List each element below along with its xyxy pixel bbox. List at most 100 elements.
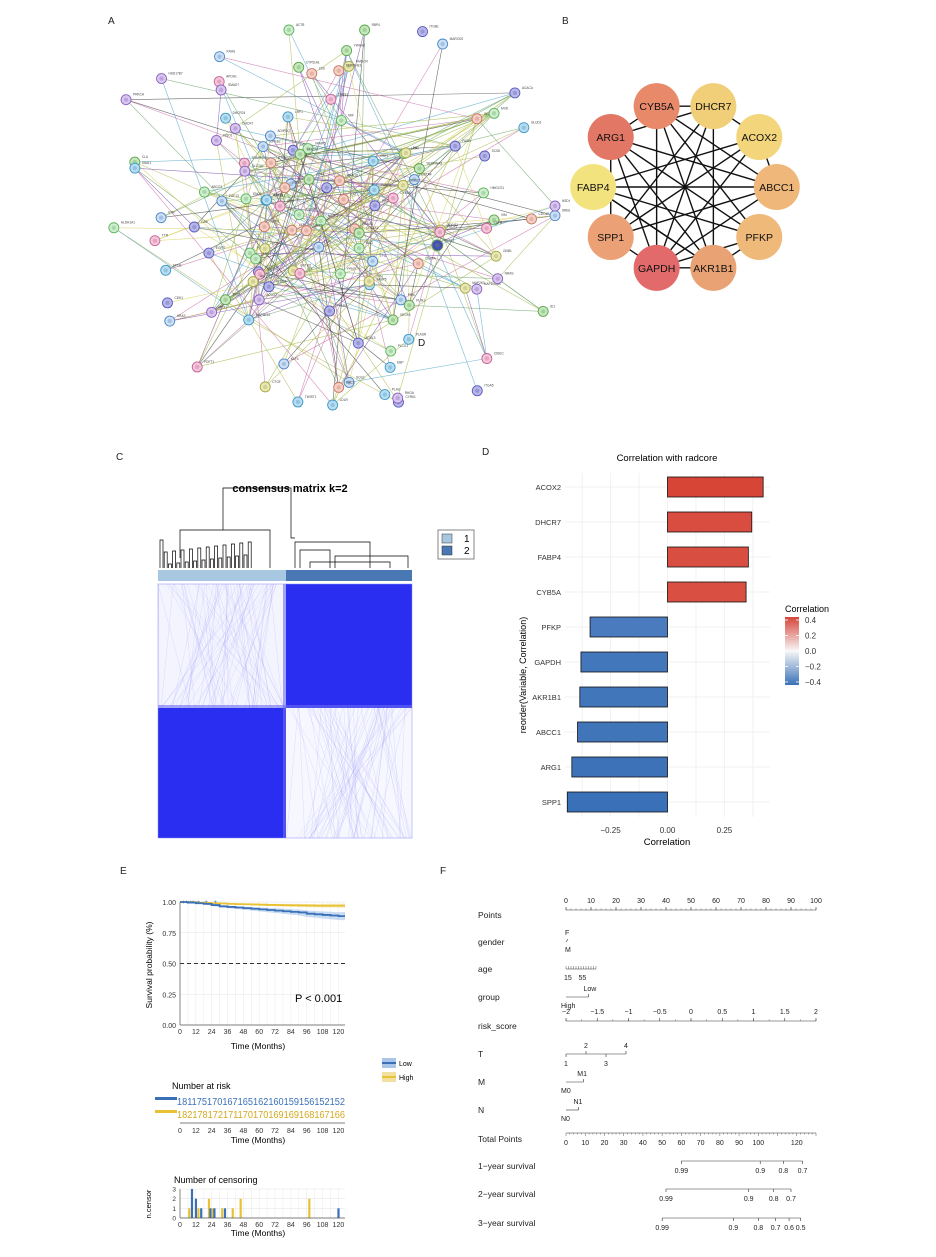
nomogram-row-label: age — [478, 964, 492, 974]
network-node: FGF13 — [216, 194, 239, 207]
network-node-label: TPI1 — [380, 254, 387, 258]
network-node-label: PPARG — [337, 304, 348, 308]
network-node: CA9 — [188, 220, 208, 233]
network-node-label: YWHAZ — [354, 44, 366, 48]
y-tick-label: 0.50 — [162, 962, 176, 969]
nomogram-row-label: M — [478, 1077, 485, 1087]
network-node-label: CTSK — [278, 156, 287, 160]
censor-x-tick-label: 84 — [287, 1222, 295, 1229]
svg-text:+: + — [182, 900, 186, 906]
network-node: HK2 — [369, 199, 388, 212]
censor-x-tick-label: 0 — [178, 1222, 182, 1229]
svg-text:ABCC1: ABCC1 — [759, 182, 794, 194]
network-node: IRS2 — [220, 293, 240, 306]
legend-low-label: Low — [399, 1061, 413, 1068]
censor-y-tick-label: 0 — [172, 1216, 176, 1223]
network-node: SERPINE1 — [333, 64, 362, 77]
network-node: ITGB1 — [417, 25, 439, 38]
total-tick-label: 10 — [581, 1140, 589, 1147]
hub-node-cyb5a: CYB5A — [633, 83, 680, 130]
censor-bar-high — [211, 1208, 215, 1218]
nomogram-row-label: 2−year survival — [478, 1189, 536, 1199]
t-level-3: 3 — [604, 1061, 608, 1068]
censor-y-tick-label: 2 — [172, 1196, 176, 1203]
scale-tick-label: 2 — [814, 1009, 818, 1016]
total-tick-label: 50 — [658, 1140, 666, 1147]
network-node: PRKCA — [120, 93, 145, 106]
censor-bar-high — [221, 1208, 224, 1218]
panel-letter-c: C — [116, 452, 124, 463]
censor-bar-high — [207, 1198, 211, 1218]
network-node-label: CD44 — [316, 172, 324, 176]
network-node: RRAGD — [334, 174, 359, 187]
svg-text:+: + — [196, 900, 200, 906]
censor-bar-low — [213, 1208, 216, 1218]
scale-tick-label: 1.5 — [780, 1009, 790, 1016]
x-tick-label: 12 — [192, 1029, 200, 1036]
network-node: TIMP1 — [261, 193, 283, 206]
network-node: SCD — [259, 242, 279, 255]
network-node-label: ACOX2 — [266, 293, 277, 297]
network-node: KRAS — [214, 50, 235, 63]
survival-curve-high — [180, 901, 345, 907]
network-node-label: CYP51A1 — [306, 60, 320, 64]
risk-x-tick-label: 96 — [303, 1128, 311, 1135]
network-node-label: HMGCS1 — [490, 186, 504, 190]
network-node-label: CTGF — [272, 380, 281, 384]
network-node-label: NSDHL — [562, 199, 570, 203]
network-node-label: NOTCH3 — [266, 265, 279, 269]
network-node-label: LRP1 — [295, 110, 303, 114]
network-node-label: IDH1 — [287, 199, 294, 203]
network-node: LRP1 — [282, 110, 303, 123]
network-node: ACOX2 — [253, 293, 277, 306]
hub-gene-network: CYB5A DHCR7 ACOX2 ABCC1 PFKP AKR1B1 GAPDH SPP1 F… — [570, 83, 800, 291]
network-node-label: MAP3K13 — [256, 313, 271, 317]
network-node: SC5D — [479, 149, 501, 162]
risk-title: Number at risk — [172, 1081, 231, 1091]
network-node: RBP4 — [359, 23, 381, 36]
t-level-4: 4 — [624, 1043, 628, 1050]
risk-x-tick-label: 84 — [287, 1128, 295, 1135]
y-tick-label: 1.00 — [162, 900, 176, 907]
network-node-label: ACTB — [296, 23, 305, 27]
legend-swatch-2 — [441, 545, 453, 556]
svg-text:DHCR7: DHCR7 — [695, 101, 731, 113]
scale-tick-label: −1 — [625, 1009, 633, 1016]
survival-tick-label: 0.8 — [769, 1196, 779, 1203]
nomogram-row-label: Total Points — [478, 1134, 522, 1144]
network-node-label: NRAS — [505, 272, 514, 276]
network-node-label: RBP4 — [372, 23, 381, 27]
network-node-label: PFKP — [347, 267, 355, 271]
hub-node-akr1b1: AKR1B1 — [690, 244, 737, 291]
network-node: GSTA4 — [408, 173, 432, 186]
network-node: ABCC1 — [247, 275, 271, 288]
network-node-label: MVD — [501, 106, 509, 110]
network-node-label: PKM — [408, 293, 415, 297]
scale-tick-label: 30 — [637, 898, 645, 905]
network-node: THBS1 — [325, 92, 348, 105]
m-level-top: M1 — [577, 1071, 587, 1078]
censor-bar-low — [194, 1198, 198, 1218]
svg-text:+: + — [185, 900, 189, 906]
network-node: ABCG1 — [198, 185, 222, 198]
t-level-1: 1 — [564, 1061, 568, 1068]
hub-node-arg1: ARG1 — [587, 114, 634, 161]
network-node-label: HK2 — [382, 199, 388, 203]
survival-tick-label: 0.8 — [753, 1225, 763, 1232]
network-node: HSD17B7 — [156, 72, 183, 85]
network-node-label: FABP4 — [381, 183, 391, 187]
survival-chart: + + + + + + +1.000.750.500.250.000 12 24 36 48 60 72… — [144, 900, 414, 1238]
scale-tick-label: −2 — [562, 1009, 570, 1016]
network-node: GPX1 — [206, 305, 227, 318]
network-node: SMAD7 — [215, 83, 239, 96]
total-tick-label: 40 — [639, 1140, 647, 1147]
consensus-heatmap — [157, 583, 413, 839]
y-axis-label: reorder(Variable, Correlation) — [518, 617, 528, 733]
network-node: HMGCR — [343, 59, 369, 72]
network-node-label: DHCR7 — [242, 121, 253, 125]
survival-tick-label: 0.8 — [778, 1168, 788, 1175]
scale-tick-label: 20 — [612, 898, 620, 905]
nomogram-row-label: 3−year survival — [478, 1218, 536, 1228]
hub-node-fabp4: FABP4 — [570, 164, 617, 210]
network-node-label: HMGCR — [356, 59, 369, 63]
